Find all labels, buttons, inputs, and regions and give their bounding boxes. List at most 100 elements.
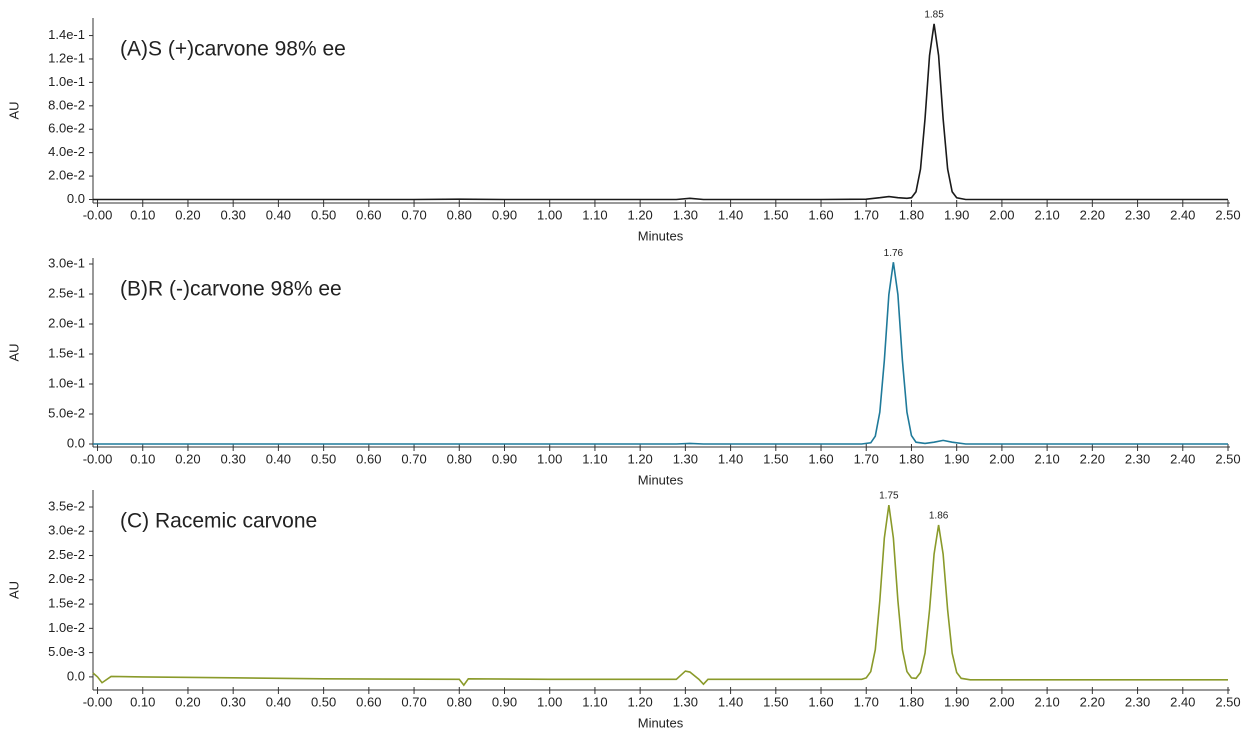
x-tick-label: 0.30 xyxy=(221,207,246,222)
y-tick-label: 3.5e-2 xyxy=(48,498,85,513)
y-tick-label: 6.0e-2 xyxy=(48,121,85,136)
x-tick-label: 0.80 xyxy=(447,694,472,709)
x-tick-label: 2.30 xyxy=(1125,451,1150,466)
x-tick-label: 1.30 xyxy=(673,694,698,709)
x-tick-label: 0.20 xyxy=(175,694,200,709)
x-tick-label: 2.30 xyxy=(1125,207,1150,222)
x-tick-label: -0.00 xyxy=(83,207,113,222)
y-tick-label: 2.5e-1 xyxy=(48,285,85,300)
x-tick-label: 0.70 xyxy=(401,207,426,222)
x-tick-label: 1.90 xyxy=(944,451,969,466)
annotation: (A)S (+)carvone 98% ee xyxy=(120,38,346,61)
y-tick-label: 1.4e-1 xyxy=(48,27,85,42)
x-tick-label: 2.30 xyxy=(1125,694,1150,709)
x-tick-label: 0.20 xyxy=(175,451,200,466)
x-tick-label: 1.40 xyxy=(718,207,743,222)
x-tick-label: 1.60 xyxy=(808,451,833,466)
x-tick-label: 0.40 xyxy=(266,451,291,466)
x-tick-label: 1.60 xyxy=(808,207,833,222)
y-tick-label: 0.0 xyxy=(67,191,85,206)
x-tick-label: 1.30 xyxy=(673,207,698,222)
x-tick-label: 0.10 xyxy=(130,694,155,709)
x-tick-label: 2.20 xyxy=(1080,451,1105,466)
y-tick-label: 8.0e-2 xyxy=(48,97,85,112)
x-tick-label: 0.50 xyxy=(311,694,336,709)
x-tick-label: 1.70 xyxy=(854,207,879,222)
annotation: (B)R (-)carvone 98% ee xyxy=(120,278,342,301)
y-axis-label: AU xyxy=(6,101,21,119)
x-axis-label: Minutes xyxy=(638,228,684,243)
panel: 0.0 5.0e-2 1.0e-1 1.5e-1 2.0e-1 2.5e-1 3.0e-1 -… xyxy=(6,248,1240,488)
y-tick-label: 3.0e-1 xyxy=(48,255,85,270)
x-tick-label: 1.50 xyxy=(763,451,788,466)
y-tick-label: 4.0e-2 xyxy=(48,144,85,159)
x-tick-label: 1.80 xyxy=(899,207,924,222)
y-axis-label: AU xyxy=(6,343,21,361)
y-axis-label: AU xyxy=(6,581,21,599)
trace xyxy=(93,262,1228,445)
x-tick-label: 2.50 xyxy=(1215,207,1240,222)
x-tick-label: 2.50 xyxy=(1215,694,1240,709)
peak-label: 1.86 xyxy=(929,511,949,522)
x-tick-label: 1.80 xyxy=(899,451,924,466)
x-tick-label: 1.00 xyxy=(537,694,562,709)
x-tick-label: 1.90 xyxy=(944,207,969,222)
y-tick-label: 2.0e-2 xyxy=(48,571,85,586)
y-tick-label: 1.0e-1 xyxy=(48,74,85,89)
x-tick-label: 1.90 xyxy=(944,694,969,709)
x-tick-label: 1.20 xyxy=(627,451,652,466)
x-tick-label: 0.50 xyxy=(311,207,336,222)
x-tick-label: 2.10 xyxy=(1034,207,1059,222)
x-tick-label: 2.40 xyxy=(1170,451,1195,466)
y-tick-label: 0.0 xyxy=(67,435,85,450)
x-tick-label: 0.20 xyxy=(175,207,200,222)
x-tick-label: 1.60 xyxy=(808,694,833,709)
y-tick-label: 5.0e-3 xyxy=(48,644,85,659)
y-tick-label: 1.5e-2 xyxy=(48,596,85,611)
x-tick-label: 2.10 xyxy=(1034,451,1059,466)
x-tick-label: 0.40 xyxy=(266,694,291,709)
y-tick-label: 2.0e-2 xyxy=(48,168,85,183)
x-tick-label: 1.10 xyxy=(582,207,607,222)
x-tick-label: -0.00 xyxy=(83,451,113,466)
x-tick-label: 0.60 xyxy=(356,207,381,222)
panel: 0.0 2.0e-2 4.0e-2 6.0e-2 8.0e-2 1.0e-1 1.2e-1 1… xyxy=(6,9,1240,243)
x-tick-label: 1.10 xyxy=(582,451,607,466)
x-tick-label: 0.10 xyxy=(130,207,155,222)
y-tick-label: 1.0e-1 xyxy=(48,375,85,390)
x-tick-label: 1.10 xyxy=(582,694,607,709)
x-tick-label: 0.90 xyxy=(492,694,517,709)
x-tick-label: 0.70 xyxy=(401,694,426,709)
x-tick-label: 0.60 xyxy=(356,694,381,709)
x-tick-label: 0.60 xyxy=(356,451,381,466)
y-tick-label: 1.5e-1 xyxy=(48,345,85,360)
x-tick-label: 0.70 xyxy=(401,451,426,466)
x-tick-label: 1.70 xyxy=(854,694,879,709)
peak-label: 1.75 xyxy=(879,491,899,502)
x-tick-label: 2.00 xyxy=(989,207,1014,222)
x-tick-label: 1.30 xyxy=(673,451,698,466)
x-tick-label: 0.40 xyxy=(266,207,291,222)
y-tick-label: 5.0e-2 xyxy=(48,405,85,420)
trace xyxy=(93,23,1228,201)
x-tick-label: 1.50 xyxy=(763,207,788,222)
peak-label: 1.85 xyxy=(924,9,944,20)
x-tick-label: 0.30 xyxy=(221,451,246,466)
x-tick-label: 0.50 xyxy=(311,451,336,466)
peak-label: 1.76 xyxy=(884,248,904,259)
y-tick-label: 1.0e-2 xyxy=(48,620,85,635)
x-tick-label: 0.90 xyxy=(492,207,517,222)
annotation: (C) Racemic carvone xyxy=(120,510,317,533)
x-tick-label: 1.00 xyxy=(537,451,562,466)
y-tick-label: 2.5e-2 xyxy=(48,547,85,562)
x-tick-label: 2.40 xyxy=(1170,207,1195,222)
y-tick-label: 0.0 xyxy=(67,668,85,683)
x-tick-label: 2.20 xyxy=(1080,207,1105,222)
x-tick-label: 0.10 xyxy=(130,451,155,466)
x-tick-label: 2.00 xyxy=(989,694,1014,709)
x-tick-label: 0.80 xyxy=(447,207,472,222)
x-tick-label: 1.40 xyxy=(718,451,743,466)
x-tick-label: 0.90 xyxy=(492,451,517,466)
x-tick-label: 1.20 xyxy=(627,694,652,709)
